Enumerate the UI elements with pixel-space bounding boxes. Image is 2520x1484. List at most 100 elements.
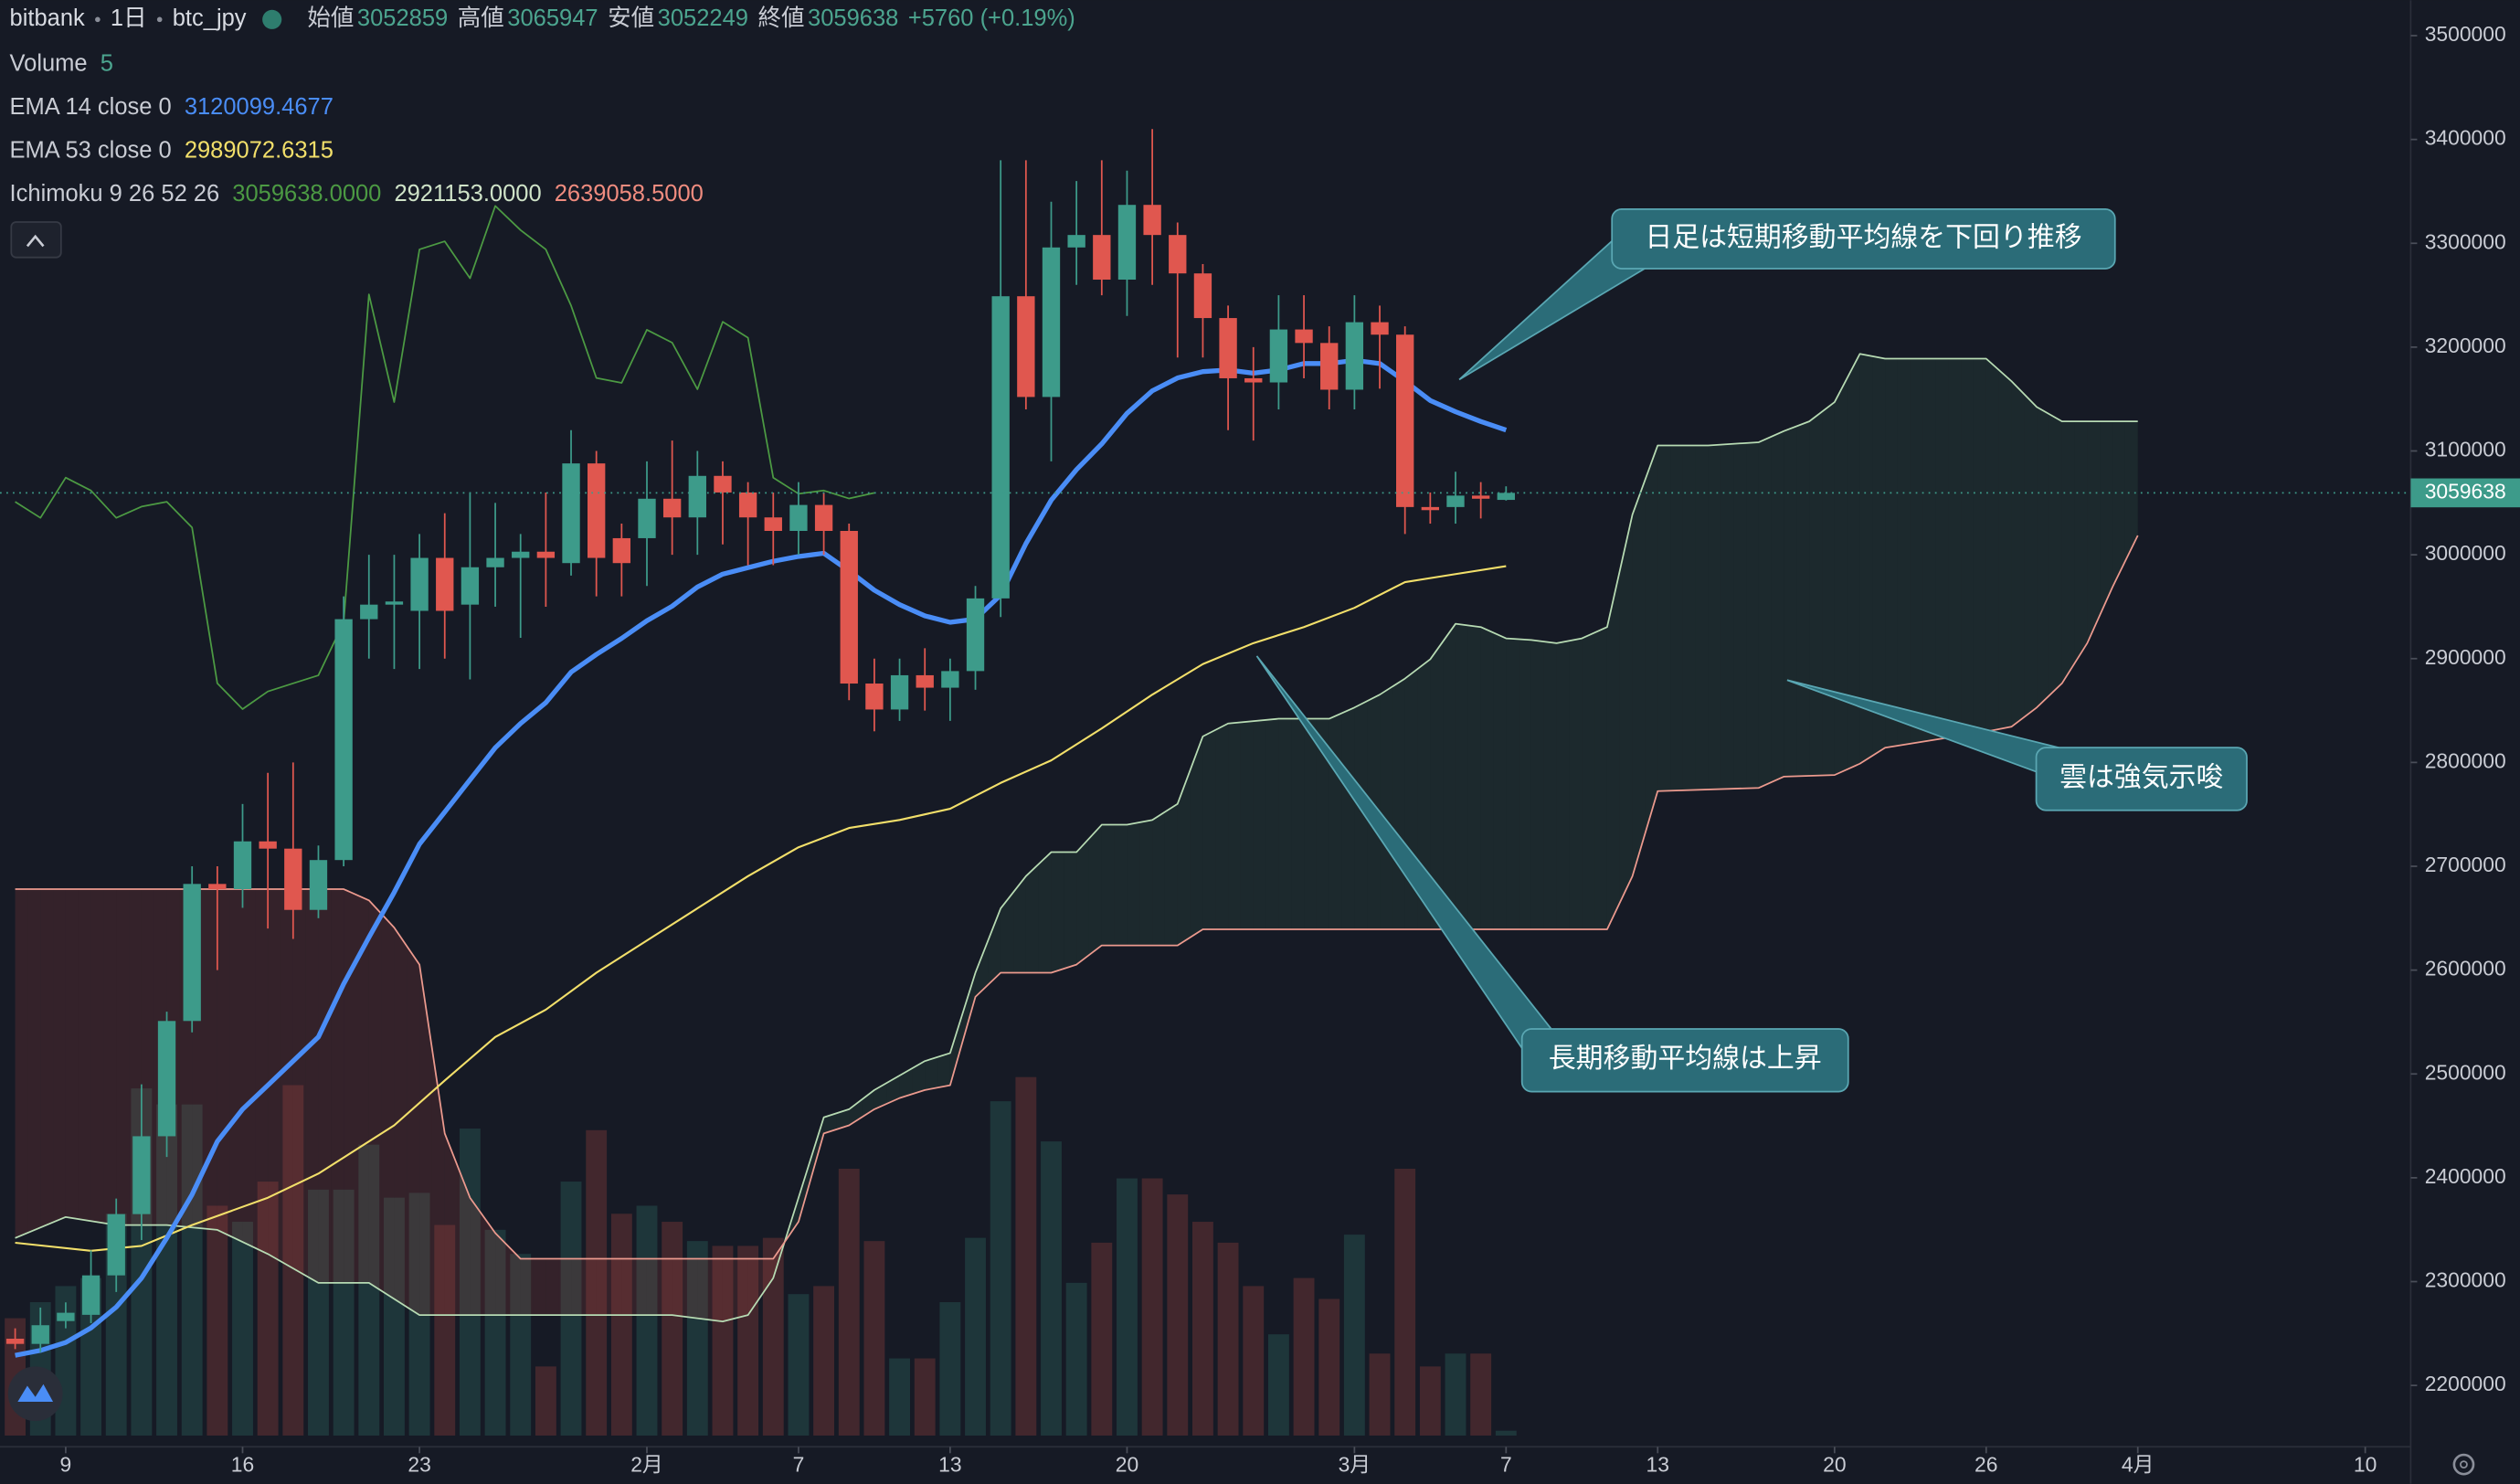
candle-body xyxy=(1093,235,1111,281)
exchange: bitbank xyxy=(10,5,85,31)
x-tick-label: 9 xyxy=(60,1452,72,1476)
volume-bar xyxy=(1419,1366,1441,1436)
cloud-fill xyxy=(2024,394,2038,717)
volume-bar xyxy=(1015,1076,1037,1436)
candle-body xyxy=(1193,273,1212,319)
cloud-fill xyxy=(444,1133,458,1316)
cloud-fill xyxy=(1164,803,1178,946)
settings-icon[interactable] xyxy=(2452,1453,2475,1476)
candle-body xyxy=(1169,235,1187,274)
gear[interactable] xyxy=(2452,1453,2475,1476)
logo-circle[interactable] xyxy=(7,1366,63,1422)
candle-body xyxy=(436,557,454,611)
candle-body xyxy=(5,1339,25,1344)
cloud-fill xyxy=(962,972,976,1042)
candle-body xyxy=(183,884,201,1022)
x-tick-label: 13 xyxy=(1646,1452,1669,1476)
close-value: 3059638 xyxy=(808,5,898,31)
cloud-fill xyxy=(1859,354,1873,764)
cloud-fill xyxy=(886,1076,900,1104)
volume-bar xyxy=(1394,1168,1416,1436)
volume-bar xyxy=(560,1182,582,1436)
candle-body xyxy=(512,551,530,558)
cloud-fill xyxy=(1417,659,1431,929)
cloud-fill xyxy=(646,1258,660,1316)
cloud-fill xyxy=(1152,811,1165,946)
cloud-fill xyxy=(318,889,332,1283)
cloud-fill xyxy=(103,889,117,1225)
cloud-fill xyxy=(1013,875,1026,973)
volume-bar xyxy=(686,1241,708,1436)
x-tick-label: 26 xyxy=(1975,1452,1997,1476)
cloud-fill xyxy=(1278,718,1292,929)
cloud-fill xyxy=(533,1258,546,1316)
callout-text: 日足は短期移動平均線を下回り推移 xyxy=(1645,222,2081,252)
y-tick-label: 2400000 xyxy=(2425,1164,2506,1188)
cloud-fill xyxy=(1809,411,1823,776)
ema-label: EMA 53 close 0 xyxy=(10,137,172,163)
cloud-fill xyxy=(798,1157,811,1223)
volume-bar xyxy=(1495,1430,1517,1436)
ichimoku-value: 2921153.0000 xyxy=(394,181,541,207)
candle-body xyxy=(1219,318,1237,378)
cloud-fill xyxy=(1771,430,1784,783)
cloud-fill xyxy=(1822,402,1835,776)
cloud-fill xyxy=(27,889,41,1234)
gear-hub xyxy=(2460,1460,2468,1469)
volume-bar xyxy=(1091,1242,1113,1436)
cloud-fill xyxy=(621,1258,635,1316)
cloud-fill xyxy=(1493,632,1507,929)
low-value: 3052249 xyxy=(658,5,748,31)
cloud-fill xyxy=(2087,421,2101,643)
volume-bar xyxy=(813,1286,835,1436)
volume-bar xyxy=(586,1129,608,1436)
cloud-fill xyxy=(810,1117,824,1178)
cloud-fill xyxy=(1758,436,1772,789)
cloud-fill xyxy=(1746,441,1759,789)
ichimoku-lead-a xyxy=(15,353,2138,1323)
y-tick-label: 2200000 xyxy=(2425,1372,2506,1395)
candle-body xyxy=(31,1325,49,1344)
candle-body xyxy=(385,601,404,605)
collapse-button-box[interactable] xyxy=(10,221,62,259)
cloud-fill xyxy=(419,964,432,1316)
x-tick-label: 13 xyxy=(938,1452,961,1476)
ema-value: 3120099.4677 xyxy=(185,94,334,120)
cloud-fill xyxy=(545,1258,559,1316)
candle-body xyxy=(662,498,682,518)
cloud-fill xyxy=(975,940,989,997)
volume-length: 5 xyxy=(101,50,113,76)
collapse-button[interactable] xyxy=(10,221,62,259)
candle-body xyxy=(1421,506,1440,511)
volume-bar xyxy=(1243,1286,1265,1436)
callout: 長期移動平均線は上昇 xyxy=(1255,655,1849,1093)
volume-bar xyxy=(333,1189,355,1436)
cloud-fill xyxy=(1910,358,1923,744)
candle-body xyxy=(588,463,606,558)
y-tick-label: 3000000 xyxy=(2425,541,2506,565)
candle-body xyxy=(966,598,985,672)
cloud-fill xyxy=(2037,407,2049,708)
callout-box xyxy=(2035,747,2248,811)
cloud-fill xyxy=(394,928,408,1308)
cloud-fill xyxy=(495,1233,508,1316)
cloud-fill xyxy=(710,1258,723,1322)
volume-bar xyxy=(510,1254,532,1436)
cloud-fill xyxy=(1985,358,1999,732)
y-tick-label: 3300000 xyxy=(2425,229,2506,253)
y-tick-label: 2900000 xyxy=(2425,645,2506,669)
cloud-fill xyxy=(1380,686,1392,929)
cloud-fill xyxy=(470,1197,483,1316)
candle-body xyxy=(360,604,378,620)
cloud-fill xyxy=(949,1012,963,1086)
volume-bar xyxy=(1117,1178,1138,1436)
y-tick-label: 3500000 xyxy=(2425,22,2506,46)
logo[interactable] xyxy=(7,1366,63,1422)
cloud-fill xyxy=(823,1113,837,1134)
volume-bar xyxy=(863,1241,885,1436)
cloud-fill xyxy=(1872,355,1886,756)
cloud-fill xyxy=(1038,852,1052,973)
cloud-fill xyxy=(78,889,91,1222)
volume-bar xyxy=(358,1144,380,1436)
cloud-fill xyxy=(672,1258,685,1317)
